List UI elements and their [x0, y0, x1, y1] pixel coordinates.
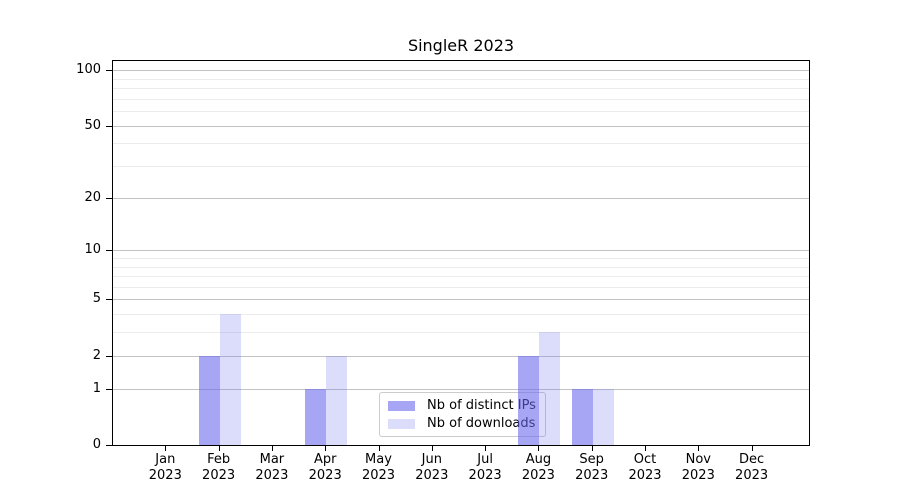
y-tick	[106, 125, 112, 127]
legend: Nb of distinct IPs Nb of downloads	[379, 392, 546, 437]
y-tick	[106, 445, 112, 446]
y-tick-label: 1	[92, 380, 101, 396]
legend-swatch-distinct-ips	[388, 400, 415, 411]
bar-nb-of-downloads-1	[219, 314, 241, 445]
x-tick	[591, 446, 593, 451]
x-tick-label: Sep 2023	[575, 452, 609, 483]
y-tick	[106, 250, 112, 252]
bar-nb-of-distinct-ips-7	[518, 355, 540, 445]
gridline-minor	[113, 111, 809, 112]
y-tick	[106, 388, 112, 390]
bar-nb-of-downloads-8	[592, 388, 614, 445]
y-tick-label: 10	[84, 242, 101, 258]
x-tick-label: Jan 2023	[148, 452, 182, 483]
x-tick-label: Jun 2023	[415, 452, 449, 483]
x-tick-label: Apr 2023	[308, 452, 342, 483]
gridline-major	[113, 388, 809, 390]
plot-area: Nb of distinct IPs Nb of downloads	[112, 60, 810, 446]
x-tick-label: May 2023	[361, 452, 396, 483]
x-tick	[271, 446, 273, 451]
y-tick	[106, 70, 112, 71]
gridline-minor	[113, 87, 809, 89]
gridline-major	[113, 197, 809, 199]
gridline-major	[113, 125, 809, 127]
gridline-major	[113, 70, 809, 71]
bar-nb-of-distinct-ips-3	[305, 388, 327, 445]
x-tick-label: Dec 2023	[735, 452, 769, 483]
y-tick-label: 100	[76, 62, 101, 77]
x-tick	[485, 446, 487, 451]
y-tick	[106, 355, 112, 357]
x-tick	[431, 446, 433, 451]
gridline-minor	[113, 314, 809, 316]
x-tick	[751, 446, 753, 451]
gridline-minor	[113, 332, 809, 334]
gridline-minor	[113, 276, 809, 277]
x-tick-label: Mar 2023	[255, 452, 289, 483]
bar-nb-of-downloads-7	[539, 332, 561, 445]
x-tick-label: Feb 2023	[202, 452, 236, 483]
y-tick	[106, 197, 112, 199]
gridline-minor	[113, 78, 809, 80]
gridline-minor	[113, 143, 809, 145]
y-tick	[106, 299, 112, 301]
y-tick-label: 5	[92, 291, 101, 307]
x-tick	[165, 446, 167, 451]
chart-title: SingleR 2023	[407, 36, 515, 55]
y-tick-label: 0	[92, 437, 101, 452]
y-tick-label: 2	[92, 347, 101, 363]
legend-item-downloads: Nb of downloads	[380, 416, 545, 431]
legend-swatch-downloads	[388, 418, 415, 429]
x-tick	[645, 446, 646, 451]
x-tick	[378, 446, 380, 451]
bar-nb-of-distinct-ips-1	[198, 355, 220, 445]
gridline-minor	[113, 286, 809, 288]
x-tick	[325, 446, 327, 451]
legend-item-distinct-ips: Nb of distinct IPs	[380, 398, 545, 413]
bar-nb-of-downloads-3	[326, 355, 348, 445]
x-tick-label: Nov 2023	[681, 452, 715, 483]
legend-label-downloads: Nb of downloads	[427, 416, 536, 431]
gridline-major	[113, 299, 809, 301]
y-tick-label: 20	[84, 189, 101, 205]
x-tick-label: Oct 2023	[628, 452, 662, 483]
x-tick-label: Aug 2023	[521, 452, 555, 483]
gridline-minor	[113, 98, 809, 100]
x-tick	[538, 446, 540, 451]
x-tick	[218, 446, 220, 451]
gridline-major	[113, 355, 809, 357]
x-tick-label: Jul 2023	[468, 452, 502, 483]
x-tick	[698, 446, 700, 451]
legend-label-distinct-ips: Nb of distinct IPs	[427, 398, 536, 413]
gridline-minor	[113, 266, 809, 268]
gridline-minor	[113, 257, 809, 259]
gridline-major	[113, 250, 809, 252]
y-tick-label: 50	[84, 117, 101, 133]
bar-nb-of-distinct-ips-8	[571, 388, 593, 445]
gridline-minor	[113, 166, 809, 167]
